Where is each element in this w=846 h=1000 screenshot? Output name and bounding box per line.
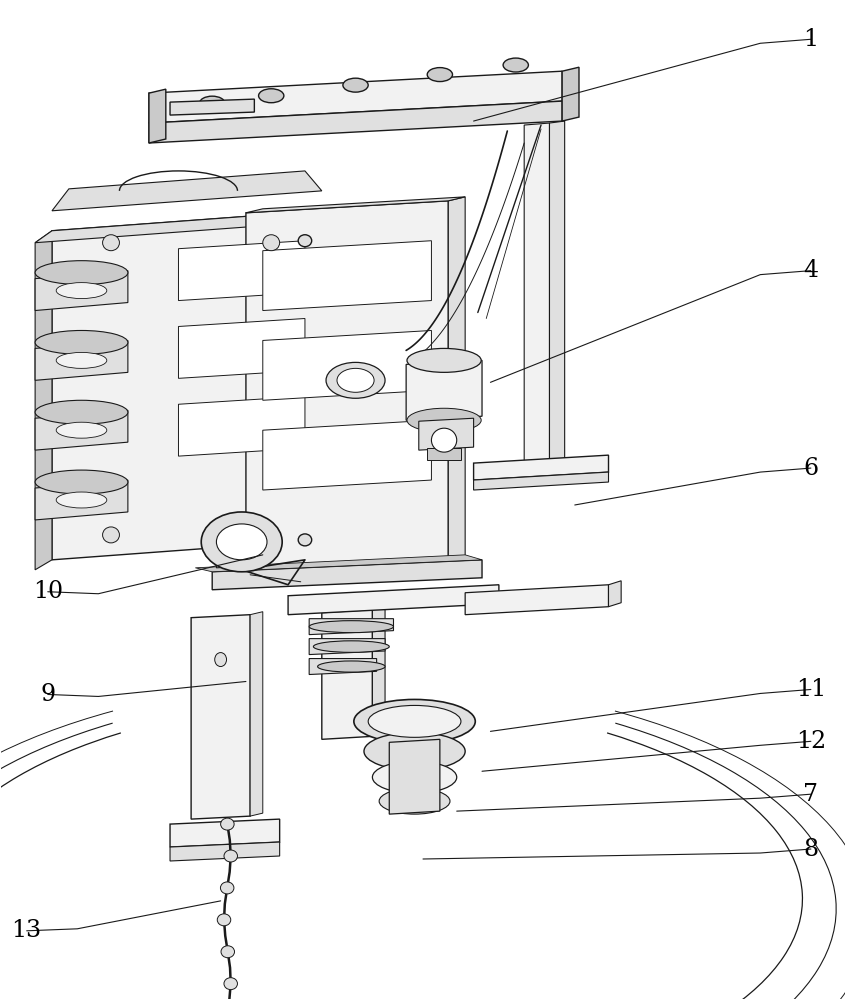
Ellipse shape bbox=[326, 362, 385, 398]
Polygon shape bbox=[191, 615, 250, 819]
Polygon shape bbox=[149, 89, 166, 143]
Ellipse shape bbox=[407, 408, 481, 432]
Ellipse shape bbox=[224, 978, 238, 990]
Polygon shape bbox=[36, 410, 128, 450]
Polygon shape bbox=[474, 472, 608, 490]
Polygon shape bbox=[52, 211, 321, 560]
Ellipse shape bbox=[337, 368, 374, 392]
Polygon shape bbox=[170, 99, 255, 115]
Ellipse shape bbox=[372, 761, 457, 793]
Ellipse shape bbox=[56, 352, 107, 368]
Ellipse shape bbox=[56, 422, 107, 438]
Polygon shape bbox=[179, 319, 305, 378]
Ellipse shape bbox=[102, 527, 119, 543]
Ellipse shape bbox=[201, 512, 283, 572]
Ellipse shape bbox=[364, 732, 465, 770]
Polygon shape bbox=[288, 585, 499, 615]
Text: 6: 6 bbox=[804, 457, 818, 480]
Ellipse shape bbox=[224, 850, 238, 862]
Ellipse shape bbox=[407, 348, 481, 372]
Polygon shape bbox=[550, 121, 564, 468]
Polygon shape bbox=[419, 418, 474, 450]
Text: 12: 12 bbox=[796, 730, 826, 753]
Polygon shape bbox=[406, 360, 482, 420]
Polygon shape bbox=[246, 197, 465, 213]
Ellipse shape bbox=[200, 96, 225, 110]
Polygon shape bbox=[608, 581, 621, 607]
Ellipse shape bbox=[427, 68, 453, 82]
Ellipse shape bbox=[379, 788, 450, 814]
Polygon shape bbox=[263, 420, 431, 490]
Ellipse shape bbox=[36, 330, 128, 354]
Polygon shape bbox=[448, 197, 465, 568]
Polygon shape bbox=[195, 555, 482, 572]
Text: 7: 7 bbox=[804, 783, 818, 806]
Text: 11: 11 bbox=[796, 678, 826, 701]
Polygon shape bbox=[179, 396, 305, 456]
Polygon shape bbox=[309, 639, 385, 655]
Text: 4: 4 bbox=[804, 259, 818, 282]
Polygon shape bbox=[372, 607, 385, 736]
Polygon shape bbox=[170, 819, 280, 847]
Polygon shape bbox=[263, 330, 431, 400]
Polygon shape bbox=[149, 101, 562, 143]
Text: 9: 9 bbox=[41, 683, 55, 706]
Polygon shape bbox=[52, 171, 321, 211]
Ellipse shape bbox=[343, 78, 368, 92]
Polygon shape bbox=[246, 201, 448, 580]
Polygon shape bbox=[562, 67, 579, 121]
Text: 13: 13 bbox=[12, 919, 41, 942]
Text: 10: 10 bbox=[33, 580, 63, 603]
Ellipse shape bbox=[217, 914, 231, 926]
Polygon shape bbox=[465, 585, 608, 615]
Polygon shape bbox=[36, 271, 128, 311]
Polygon shape bbox=[36, 480, 128, 520]
Polygon shape bbox=[263, 241, 431, 311]
Polygon shape bbox=[36, 340, 128, 380]
Polygon shape bbox=[389, 739, 440, 814]
Polygon shape bbox=[212, 560, 482, 590]
Text: 1: 1 bbox=[804, 28, 818, 51]
Polygon shape bbox=[36, 211, 321, 243]
Ellipse shape bbox=[298, 534, 311, 546]
Polygon shape bbox=[321, 610, 372, 739]
Ellipse shape bbox=[36, 400, 128, 424]
Polygon shape bbox=[309, 659, 376, 675]
Ellipse shape bbox=[221, 946, 234, 958]
Polygon shape bbox=[309, 619, 393, 635]
Ellipse shape bbox=[309, 621, 393, 633]
Ellipse shape bbox=[102, 235, 119, 251]
Ellipse shape bbox=[259, 89, 284, 103]
Ellipse shape bbox=[298, 235, 311, 247]
Polygon shape bbox=[36, 231, 52, 570]
Ellipse shape bbox=[503, 58, 529, 72]
Ellipse shape bbox=[36, 470, 128, 494]
Ellipse shape bbox=[36, 261, 128, 285]
Ellipse shape bbox=[313, 641, 389, 652]
Ellipse shape bbox=[263, 235, 280, 251]
Bar bbox=[427, 448, 461, 460]
Ellipse shape bbox=[368, 705, 461, 737]
Polygon shape bbox=[170, 842, 280, 861]
Ellipse shape bbox=[317, 661, 385, 672]
Ellipse shape bbox=[221, 882, 234, 894]
Ellipse shape bbox=[56, 283, 107, 299]
Ellipse shape bbox=[354, 699, 475, 743]
Ellipse shape bbox=[217, 524, 267, 560]
Ellipse shape bbox=[56, 492, 107, 508]
Polygon shape bbox=[179, 241, 305, 301]
Ellipse shape bbox=[263, 527, 280, 543]
Polygon shape bbox=[525, 123, 550, 470]
Text: 8: 8 bbox=[804, 838, 818, 861]
Ellipse shape bbox=[215, 653, 227, 667]
Polygon shape bbox=[149, 71, 562, 123]
Polygon shape bbox=[250, 612, 263, 816]
Polygon shape bbox=[217, 542, 267, 568]
Ellipse shape bbox=[431, 428, 457, 452]
Ellipse shape bbox=[221, 818, 234, 830]
Polygon shape bbox=[474, 455, 608, 480]
